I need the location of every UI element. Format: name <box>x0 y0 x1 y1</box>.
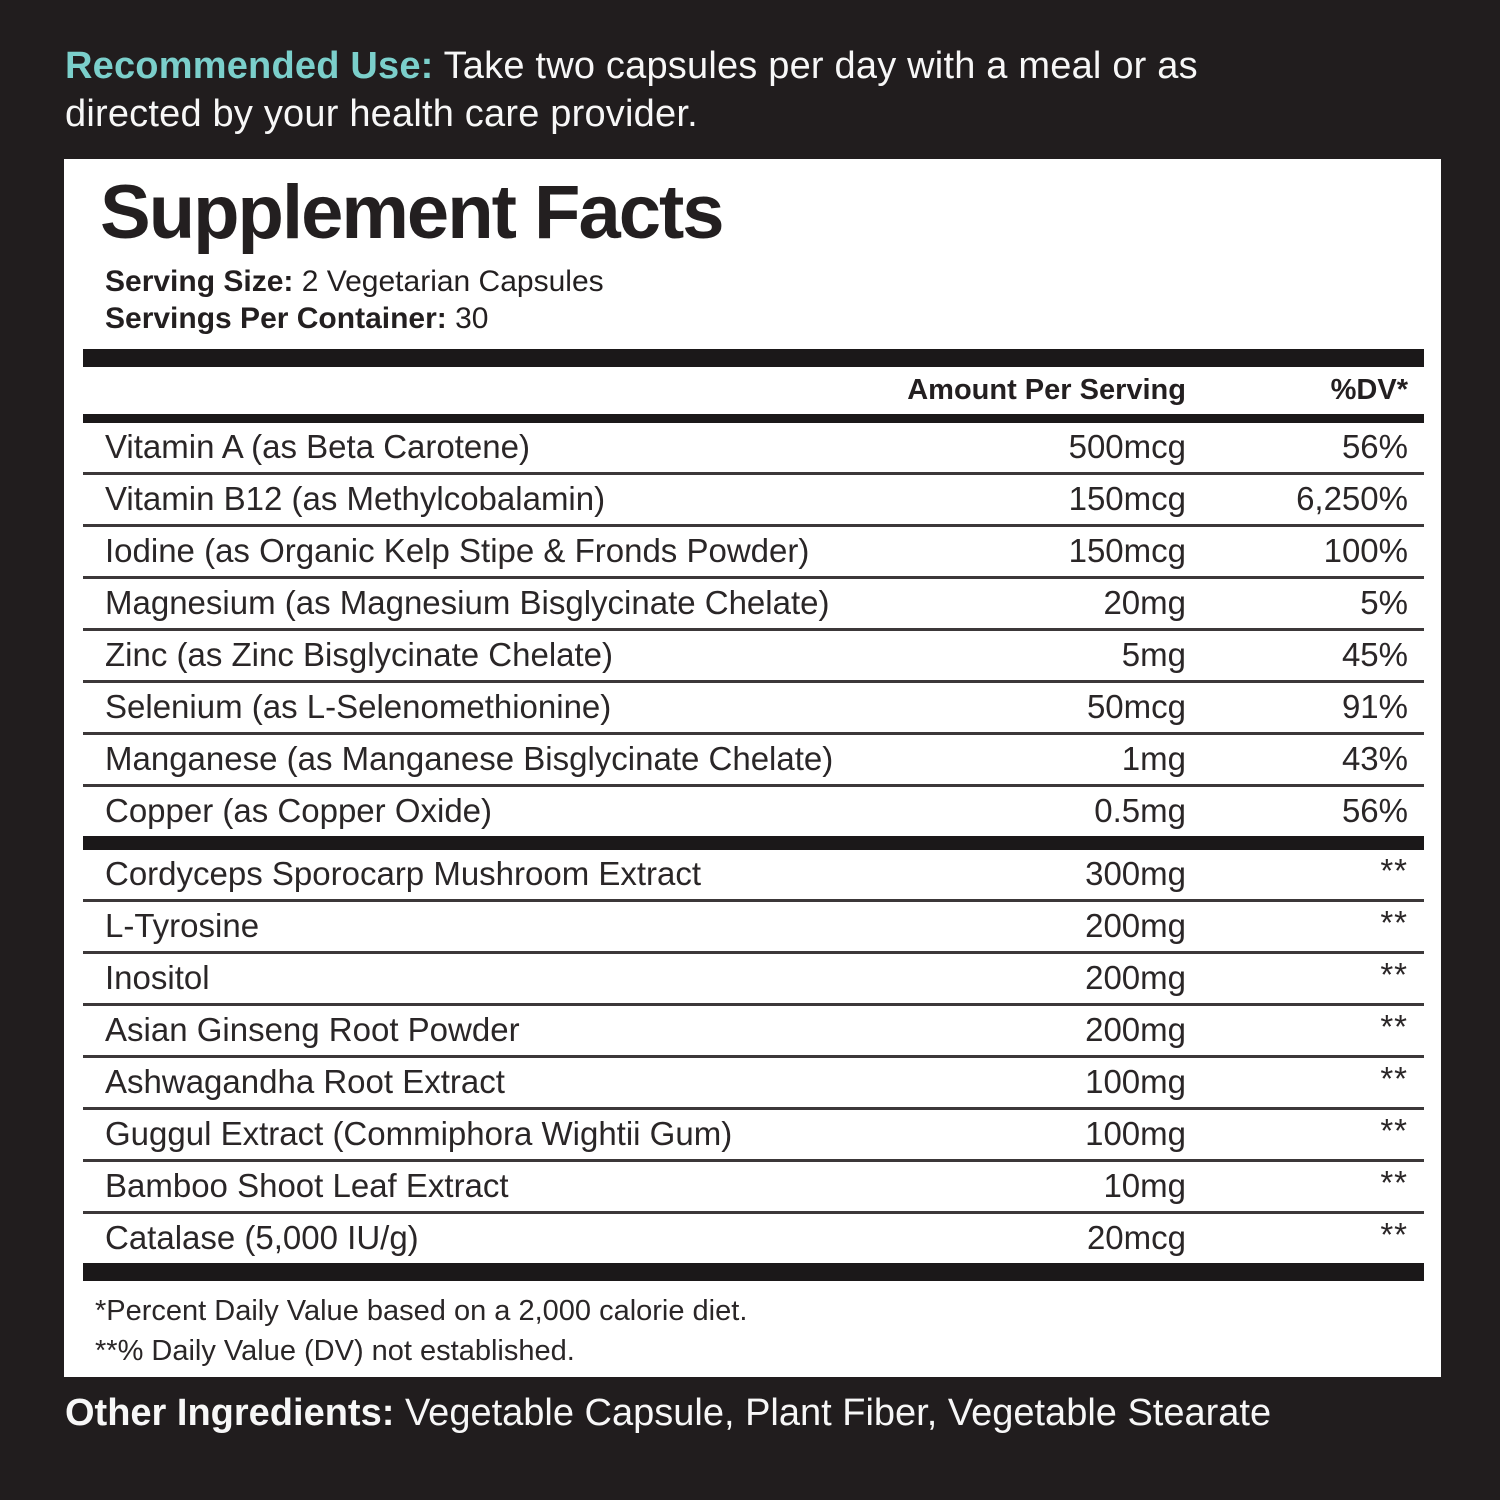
recommended-use-label: Recommended Use: <box>65 45 434 87</box>
table-row: Cordyceps Sporocarp Mushroom Extract 300m… <box>83 850 1424 902</box>
recommended-use-line1: Take two capsules per day with a meal or… <box>443 45 1198 87</box>
table-row: Magnesium (as Magnesium Bisglycinate Che… <box>83 579 1424 631</box>
ingredient-dv: 5% <box>1360 584 1408 622</box>
ingredient-dv: 56% <box>1341 428 1408 466</box>
servings-per-container-value: 30 <box>455 301 489 335</box>
ingredient-amount: 10mg <box>1103 1167 1186 1205</box>
other-ingredients-label: Other Ingredients: <box>65 1392 395 1434</box>
ingredient-amount: 200mg <box>1085 907 1186 945</box>
other-ingredients-line: Other Ingredients: Vegetable Capsule, Pl… <box>65 1390 1445 1436</box>
serving-size-label: Serving Size: <box>105 264 294 298</box>
table-header-row: Amount Per Serving %DV* <box>83 367 1424 414</box>
ingredient-name: Bamboo Shoot Leaf Extract <box>105 1167 509 1205</box>
ingredient-name: Vitamin A (as Beta Carotene) <box>105 428 530 466</box>
ingredient-dv: 100% <box>1323 532 1408 570</box>
ingredient-amount: 1mg <box>1121 740 1186 778</box>
ingredient-amount: 100mg <box>1085 1115 1186 1153</box>
ingredient-dv: ** <box>1380 851 1408 889</box>
footnote-daily-value: *Percent Daily Value based on a 2,000 ca… <box>95 1294 748 1327</box>
ingredient-dv: ** <box>1380 1059 1408 1097</box>
table-row: Zinc (as Zinc Bisglycinate Chelate) 5mg 45… <box>83 631 1424 683</box>
table-row: Selenium (as L-Selenomethionine) 50mcg 91% <box>83 683 1424 735</box>
servings-per-container-line: Servings Per Container: 30 <box>105 300 1441 337</box>
recommended-use-line2: directed by your health care provider. <box>65 93 698 135</box>
ingredient-amount: 5mg <box>1121 636 1186 674</box>
ingredient-dv: ** <box>1380 1111 1408 1149</box>
serving-size-line: Serving Size: 2 Vegetarian Capsules <box>105 263 1441 300</box>
ingredient-amount: 200mg <box>1085 1011 1186 1049</box>
ingredient-name: L-Tyrosine <box>105 907 260 945</box>
ingredient-name: Cordyceps Sporocarp Mushroom Extract <box>105 855 702 893</box>
ingredient-dv: 43% <box>1341 740 1408 778</box>
ingredient-amount: 100mg <box>1085 1063 1186 1101</box>
vitamins-minerals-rows: Vitamin A (as Beta Carotene) 500mcg 56% Vit… <box>83 423 1424 836</box>
ingredient-name: Zinc (as Zinc Bisglycinate Chelate) <box>105 636 614 674</box>
ingredient-name: Catalase (5,000 IU/g) <box>105 1219 419 1257</box>
header-percent-dv: %DV* <box>1330 373 1408 406</box>
ingredient-dv: ** <box>1380 955 1408 993</box>
facts-table: Amount Per Serving %DV* Vitamin A (as Be… <box>83 348 1424 1281</box>
ingredient-amount: 0.5mg <box>1094 792 1186 830</box>
table-row: Guggul Extract (Commiphora Wightii Gum) 1… <box>83 1110 1424 1162</box>
botanicals-rows: Cordyceps Sporocarp Mushroom Extract 300m… <box>83 850 1424 1263</box>
ingredient-amount: 200mg <box>1085 959 1186 997</box>
ingredient-name: Inositol <box>105 959 210 997</box>
ingredient-dv: ** <box>1380 1007 1408 1045</box>
divider-thick-middle <box>83 835 1424 850</box>
ingredient-name: Asian Ginseng Root Powder <box>105 1011 520 1049</box>
serving-info: Serving Size: 2 Vegetarian Capsules Serv… <box>105 263 1441 337</box>
ingredient-amount: 150mcg <box>1068 532 1186 570</box>
table-row: Catalase (5,000 IU/g) 20mcg ** <box>83 1214 1424 1263</box>
ingredient-dv: 45% <box>1341 636 1408 674</box>
ingredient-name: Manganese (as Manganese Bisglycinate Che… <box>105 740 834 778</box>
serving-size-value: 2 Vegetarian Capsules <box>301 264 604 298</box>
recommended-use-text: Recommended Use: Take two capsules per d… <box>65 42 1450 138</box>
table-row: Copper (as Copper Oxide) 0.5mg 56% <box>83 787 1424 836</box>
ingredient-name: Selenium (as L-Selenomethionine) <box>105 688 612 726</box>
ingredient-name: Copper (as Copper Oxide) <box>105 792 493 830</box>
ingredient-dv: 56% <box>1341 792 1408 830</box>
ingredient-name: Vitamin B12 (as Methylcobalamin) <box>105 480 606 518</box>
supplement-facts-title: Supplement Facts <box>100 170 725 255</box>
supplement-facts-panel: Supplement Facts Serving Size: 2 Vegetar… <box>64 159 1441 1377</box>
ingredient-name: Guggul Extract (Commiphora Wightii Gum) <box>105 1115 733 1153</box>
ingredient-amount: 150mcg <box>1068 480 1186 518</box>
table-row: Asian Ginseng Root Powder 200mg ** <box>83 1006 1424 1058</box>
ingredient-name: Iodine (as Organic Kelp Stipe & Fronds P… <box>105 532 810 570</box>
divider-medium-header <box>83 413 1424 423</box>
ingredient-amount: 20mg <box>1103 584 1186 622</box>
divider-thick-bottom <box>83 1262 1424 1281</box>
footnote-dv-not-established: **% Daily Value (DV) not established. <box>95 1334 575 1367</box>
table-row: Vitamin B12 (as Methylcobalamin) 150mcg 6,… <box>83 475 1424 527</box>
table-row: L-Tyrosine 200mg ** <box>83 902 1424 954</box>
ingredient-amount: 50mcg <box>1086 688 1186 726</box>
ingredient-name: Magnesium (as Magnesium Bisglycinate Che… <box>105 584 830 622</box>
other-ingredients-text: Vegetable Capsule, Plant Fiber, Vegetabl… <box>404 1392 1272 1434</box>
header-amount-per-serving: Amount Per Serving <box>907 373 1186 406</box>
table-row: Bamboo Shoot Leaf Extract 10mg ** <box>83 1162 1424 1214</box>
ingredient-dv: 6,250% <box>1296 480 1408 518</box>
table-row: Manganese (as Manganese Bisglycinate Che… <box>83 735 1424 787</box>
table-row: Ashwagandha Root Extract 100mg ** <box>83 1058 1424 1110</box>
footnotes: *Percent Daily Value based on a 2,000 ca… <box>95 1291 1424 1371</box>
ingredient-name: Ashwagandha Root Extract <box>105 1063 505 1101</box>
table-row: Vitamin A (as Beta Carotene) 500mcg 56% <box>83 423 1424 475</box>
divider-thick-top <box>83 348 1424 367</box>
ingredient-amount: 500mcg <box>1068 428 1186 466</box>
servings-per-container-label: Servings Per Container: <box>105 301 447 335</box>
ingredient-amount: 20mcg <box>1086 1219 1186 1257</box>
ingredient-dv: ** <box>1380 903 1408 941</box>
table-row: Inositol 200mg ** <box>83 954 1424 1006</box>
ingredient-amount: 300mg <box>1085 855 1186 893</box>
ingredient-dv: ** <box>1380 1215 1408 1253</box>
table-row: Iodine (as Organic Kelp Stipe & Fronds P… <box>83 527 1424 579</box>
ingredient-dv: 91% <box>1341 688 1408 726</box>
ingredient-dv: ** <box>1380 1163 1408 1201</box>
